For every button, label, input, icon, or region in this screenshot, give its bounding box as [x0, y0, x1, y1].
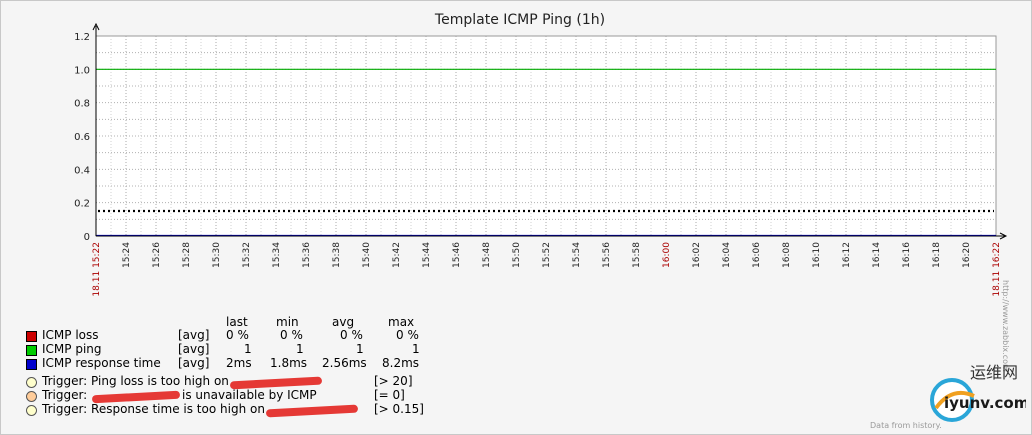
legend-last-ping: 1: [244, 342, 252, 356]
x-tick-label: 16:16: [902, 242, 912, 268]
legend-name-response: ICMP response time: [42, 356, 161, 370]
x-tick-label: 15:30: [212, 242, 222, 268]
x-tick-labels: 18.11 15:22 15:24 15:26 15:28 15:30 15:32 15:3…: [92, 242, 1002, 297]
x-start-label: 18.11 15:22: [92, 242, 102, 297]
x-tick-label: 16:14: [872, 242, 882, 268]
legend-header-min: min: [276, 315, 299, 329]
legend-header-last: last: [226, 315, 248, 329]
x-tick-label: 15:26: [152, 242, 162, 268]
x-tick-label: 15:28: [182, 242, 192, 268]
legend-func-loss: [avg]: [178, 328, 210, 342]
x-tick-label: 15:56: [602, 242, 612, 268]
y-tick-label: 0: [84, 232, 90, 243]
x-tick-label: 15:48: [482, 242, 492, 268]
x-tick-label: 15:50: [512, 242, 522, 268]
trigger-3-condition: [> 0.15]: [374, 402, 424, 416]
legend-name-ping: ICMP ping: [42, 342, 102, 356]
y-tick-label: 0.8: [74, 99, 90, 110]
x-tick-label: 15:24: [122, 242, 132, 268]
x-end-label: 18.11 16:22: [992, 242, 1002, 297]
x-tick-label: 16:00: [662, 242, 672, 268]
logo-url-text: iyunv.com: [944, 394, 1026, 412]
x-tick-label: 15:46: [452, 242, 462, 268]
x-tick-label: 16:08: [782, 242, 792, 268]
x-tick-label: 15:34: [272, 242, 282, 268]
x-tick-label: 15:52: [542, 242, 552, 268]
legend-func-response: [avg]: [178, 356, 210, 370]
logo-chinese-text: 运维网: [970, 363, 1018, 382]
x-tick-label: 15:44: [422, 242, 432, 268]
legend-max-response: 8.2ms: [382, 356, 420, 370]
legend-last-response: 2ms: [226, 356, 252, 370]
x-tick-label: 15:58: [632, 242, 642, 268]
legend-avg-ping: 1: [356, 342, 364, 356]
x-tick-label: 15:32: [242, 242, 252, 268]
legend-header-max: max: [388, 315, 415, 329]
y-tick-labels: 1.2 1.0 0.8 0.6 0.4 0.2 0: [74, 32, 90, 243]
trigger-2-condition: [= 0]: [374, 388, 405, 402]
trigger-2-icon: [26, 391, 37, 402]
chart-title: Template ICMP Ping (1h): [434, 12, 605, 28]
x-tick-label: 15:42: [392, 242, 402, 268]
chart-canvas: Template ICMP Ping (1h) 1.2 1.0 0.8 0.6 0.4 0…: [74, 12, 1008, 297]
legend-max-loss: 0 %: [396, 328, 419, 342]
x-tick-label: 15:40: [362, 242, 372, 268]
legend-func-ping: [avg]: [178, 342, 210, 356]
trigger-1-icon: [26, 377, 37, 388]
x-tick-label: 16:10: [812, 242, 822, 268]
y-tick-label: 1.0: [74, 65, 90, 76]
iyunv-logo: 运维网 iyunv.com: [930, 363, 1026, 422]
y-tick-label: 0.2: [74, 199, 90, 210]
x-tick-label: 16:04: [722, 242, 732, 268]
footer-note: Data from history.: [870, 421, 942, 430]
legend-swatch-loss: [26, 331, 37, 342]
legend-last-loss: 0 %: [226, 328, 249, 342]
y-tick-label: 0.4: [74, 165, 90, 176]
legend-min-response: 1.8ms: [270, 356, 308, 370]
x-tick-label: 15:36: [302, 242, 312, 268]
legend-header-avg: avg: [332, 315, 355, 329]
legend-max-ping: 1: [412, 342, 420, 356]
legend-min-loss: 0 %: [280, 328, 303, 342]
x-tick-label: 15:54: [572, 242, 582, 268]
axis-layer: [92, 22, 1008, 240]
trigger-3-icon: [26, 405, 37, 416]
trigger-1-condition: [> 20]: [374, 374, 413, 388]
trigger-1-label: Trigger: Ping loss is too high on: [42, 374, 229, 388]
x-tick-label: 16:20: [962, 242, 972, 268]
legend-name-loss: ICMP loss: [42, 328, 99, 342]
legend-avg-loss: 0 %: [340, 328, 363, 342]
legend-swatch-response: [26, 359, 37, 370]
y-tick-label: 1.2: [74, 32, 90, 43]
x-tick-label: 16:06: [752, 242, 762, 268]
x-tick-label: 16:02: [692, 242, 702, 268]
trigger-2-label: is unavailable by ICMP: [182, 388, 317, 402]
trigger-3-label: Trigger: Response time is too high on: [42, 402, 265, 416]
trigger-2-prefix: Trigger:: [42, 388, 88, 402]
y-axis-arrow: [92, 22, 100, 31]
legend-min-ping: 1: [296, 342, 304, 356]
x-axis-arrow: [999, 232, 1008, 240]
x-tick-label: 15:38: [332, 242, 342, 268]
x-tick-label: 16:12: [842, 242, 852, 268]
x-tick-label: 16:18: [932, 242, 942, 268]
legend-avg-response: 2.56ms: [322, 356, 367, 370]
y-tick-label: 0.6: [74, 132, 90, 143]
trigger-3-redaction: [265, 404, 359, 418]
legend-swatch-ping: [26, 345, 37, 356]
